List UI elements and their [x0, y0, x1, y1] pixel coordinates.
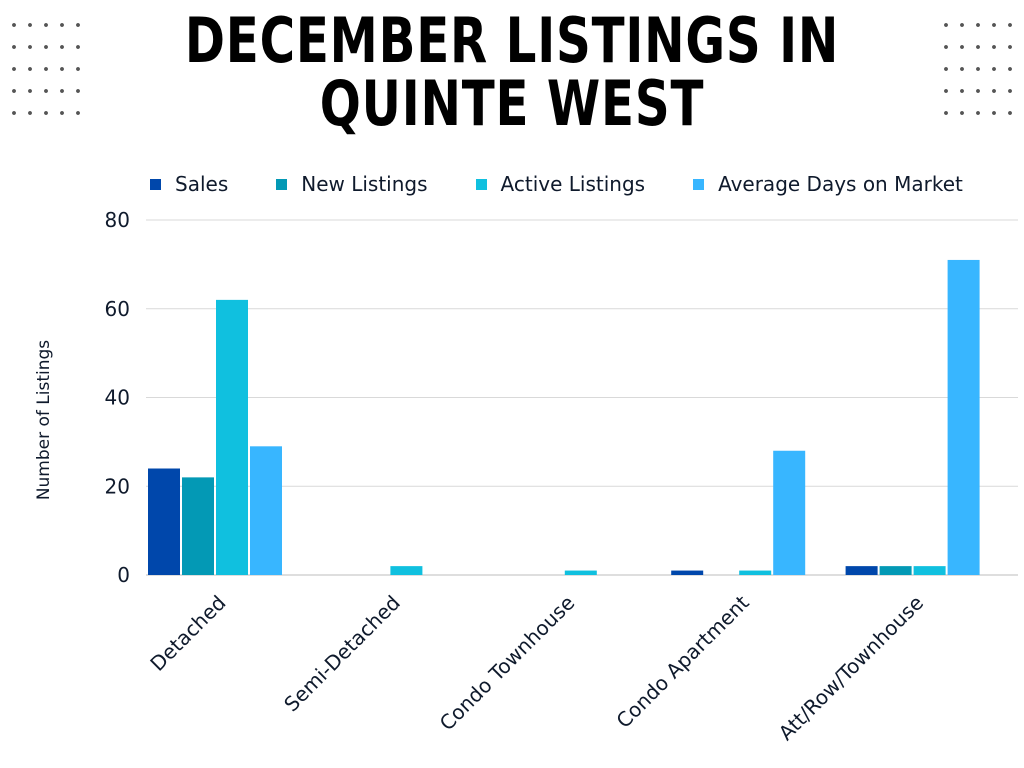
chart-title-line-1: DECEMBER LISTINGS IN [184, 4, 840, 77]
chart-legend: Sales New Listings Active Listings Avera… [150, 172, 963, 196]
legend-label-new-listings: New Listings [301, 172, 428, 196]
bar [947, 259, 980, 575]
x-tick-label: Condo Townhouse [435, 591, 580, 736]
decorative-dots-left [6, 14, 86, 128]
x-tick-label: Att/Row/Townhouse [774, 591, 928, 745]
legend-label-average-days: Average Days on Market [718, 172, 963, 196]
legend-item-average-days: Average Days on Market [693, 172, 963, 196]
y-tick-label: 60 [105, 297, 130, 321]
x-tick-label: Detached [145, 591, 230, 676]
bar [250, 446, 282, 575]
bar [148, 468, 180, 575]
bar [182, 477, 214, 575]
x-tick-label: Condo Apartment [611, 590, 753, 732]
bar [913, 566, 946, 575]
chart-title: DECEMBER LISTINGS IN QUINTE WEST [113, 10, 912, 136]
legend-item-active-listings: Active Listings [475, 172, 646, 196]
bar [845, 566, 878, 575]
x-tick-label: Semi-Detached [279, 591, 405, 717]
legend-swatch-new-listings [276, 178, 288, 190]
y-tick-label: 0 [117, 563, 130, 587]
bar [216, 299, 248, 575]
decorative-dots-right [938, 14, 1018, 128]
bar [879, 566, 912, 575]
bar [671, 570, 704, 575]
legend-swatch-average-days [693, 178, 705, 190]
bar [390, 566, 423, 575]
bar [564, 570, 597, 575]
legend-item-sales: Sales [150, 172, 228, 196]
chart-title-line-2: QUINTE WEST [319, 67, 705, 140]
bar [773, 450, 806, 575]
y-tick-label: 20 [105, 474, 130, 498]
legend-swatch-sales [150, 178, 161, 190]
legend-item-new-listings: New Listings [276, 172, 428, 196]
y-tick-label: 40 [105, 386, 130, 410]
y-tick-label: 80 [105, 208, 130, 232]
legend-swatch-active-listings [475, 178, 487, 190]
legend-label-active-listings: Active Listings [500, 172, 646, 196]
legend-label-sales: Sales [175, 172, 229, 196]
bar [739, 570, 772, 575]
